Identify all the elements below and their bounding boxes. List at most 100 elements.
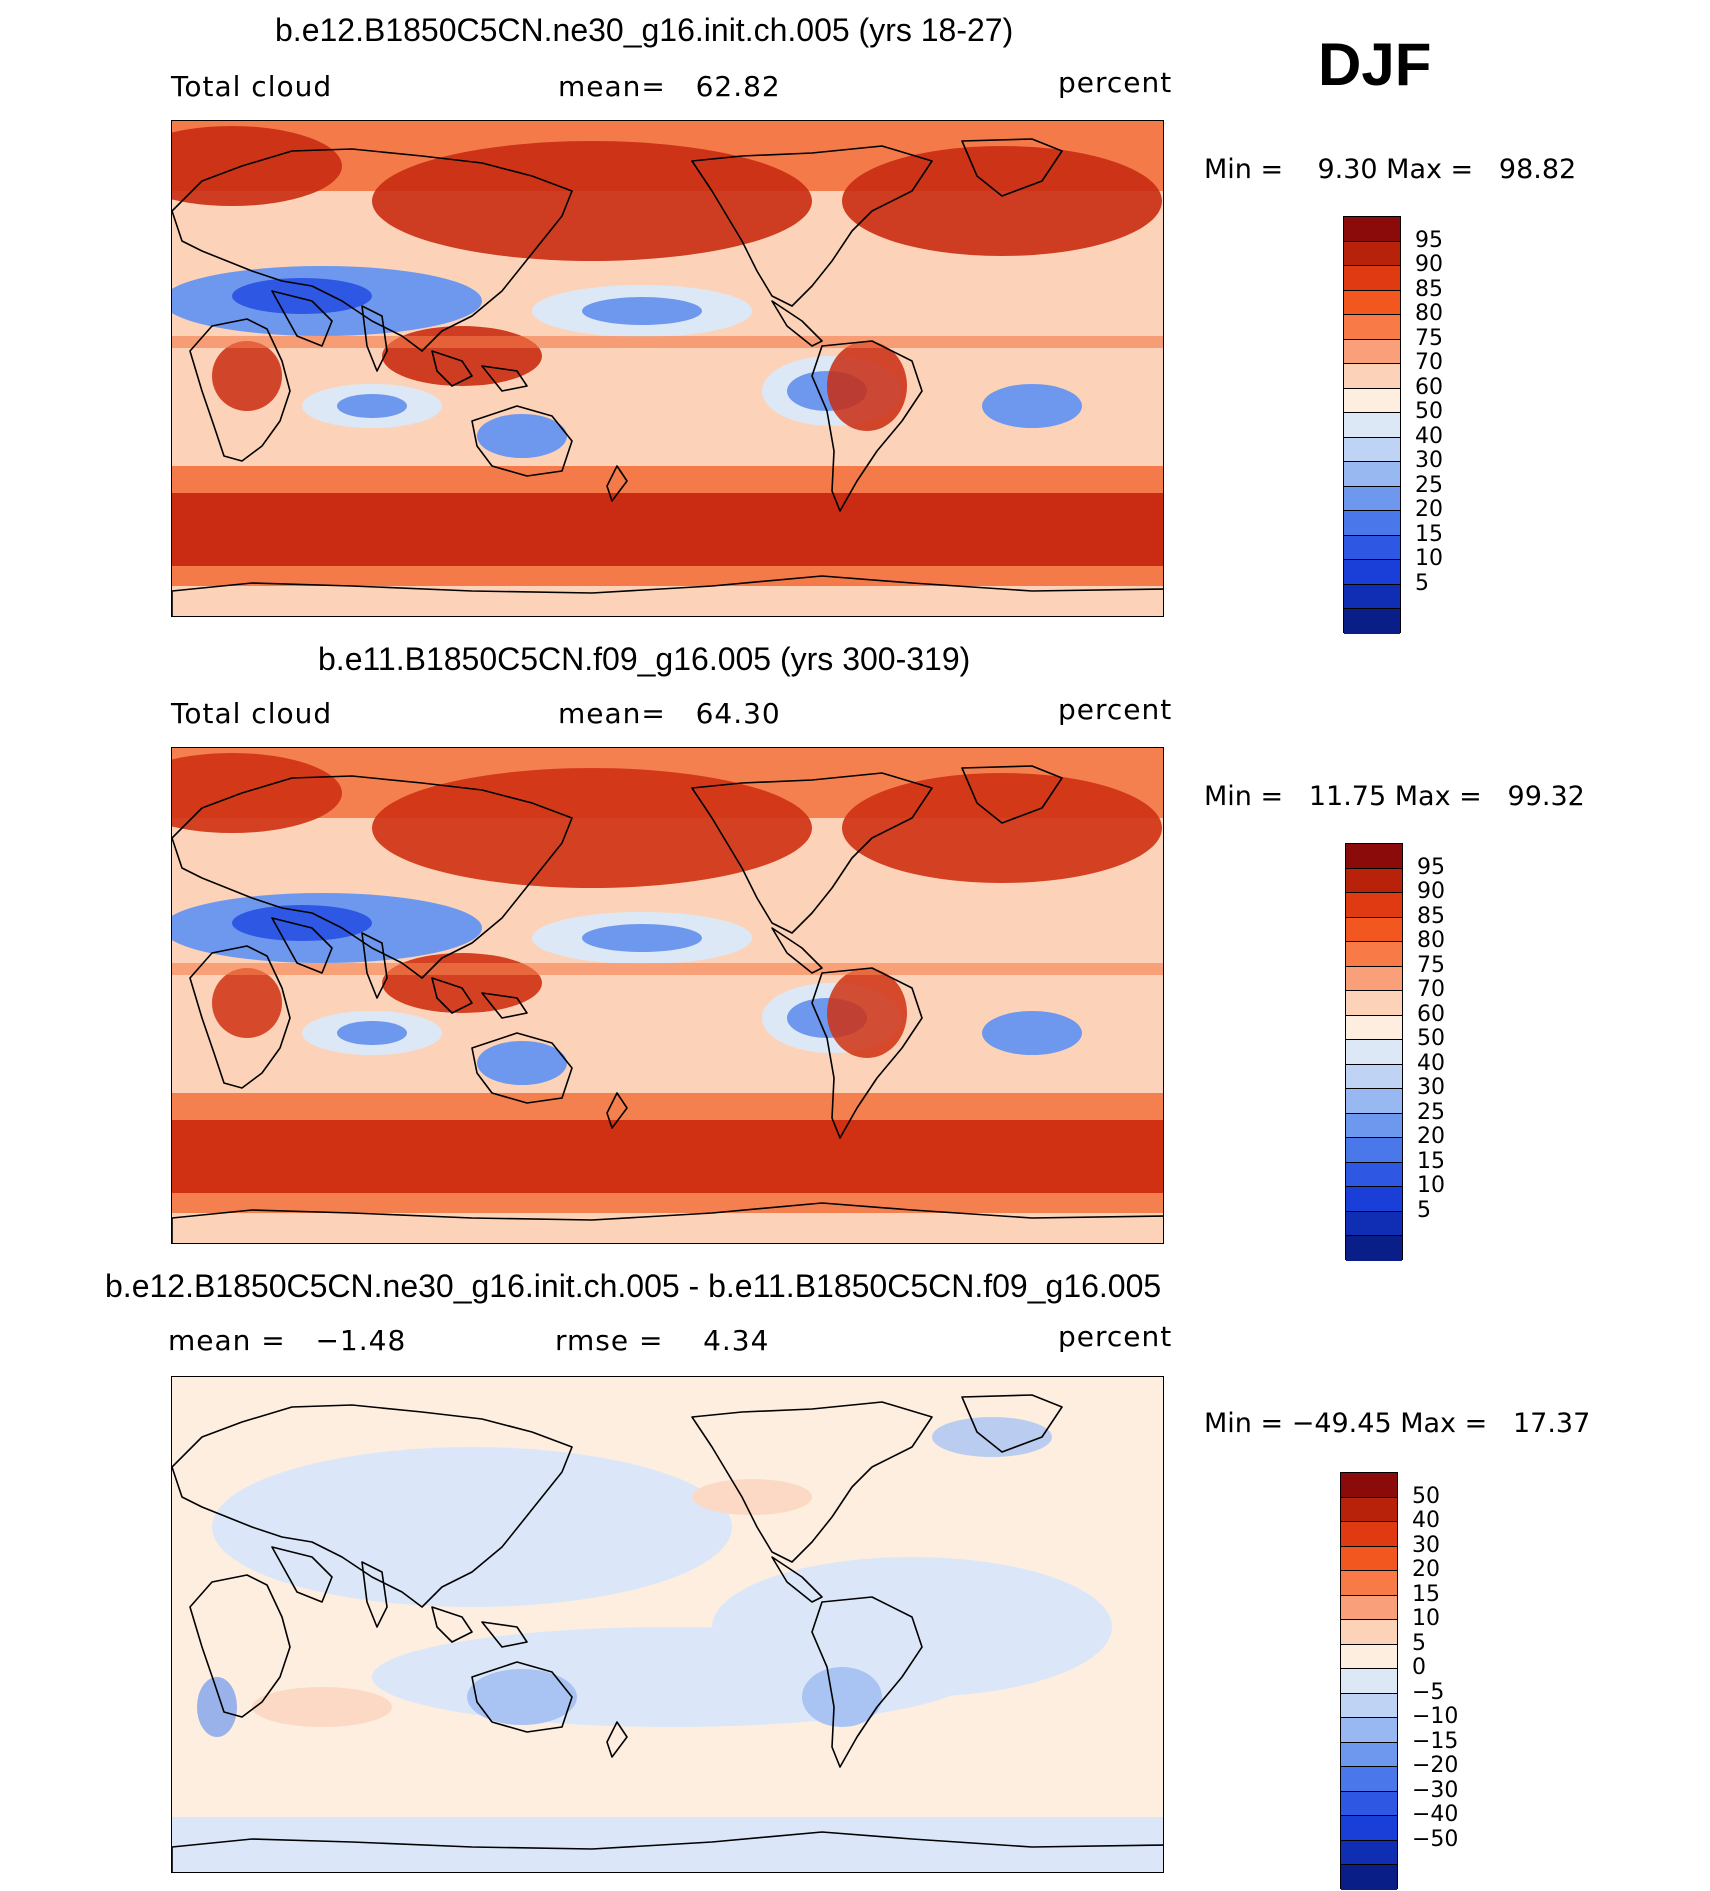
colorbar	[1340, 1472, 1398, 1890]
pacific-storm-track	[372, 768, 812, 888]
colorbar-label: −20	[1412, 1753, 1459, 1778]
central-africa-cloud	[212, 341, 282, 411]
coastline	[811, 1596, 923, 1768]
coastline	[189, 1574, 291, 1718]
panel-difference: b.e12.B1850C5CN.ne30_g16.init.ch.005 - b…	[0, 1254, 1710, 1890]
coastline	[189, 945, 291, 1089]
colorbar-swatch	[1346, 1064, 1402, 1089]
cloud-map	[172, 1377, 1163, 1872]
coastline	[771, 300, 823, 347]
colorbar-swatch	[1346, 1089, 1402, 1114]
amazon-cloud	[827, 968, 907, 1058]
cloud-map	[172, 121, 1163, 616]
atlantic-storm-track	[842, 773, 1162, 883]
colorbar-swatch	[1346, 868, 1402, 893]
coastline	[172, 775, 573, 979]
coastline	[811, 967, 923, 1139]
colorbar-label: 30	[1415, 448, 1443, 473]
colorbar-label: −15	[1412, 1728, 1459, 1754]
coastline	[961, 1394, 1063, 1453]
colorbar-swatch	[1344, 290, 1400, 315]
colorbar-label: 70	[1415, 350, 1443, 375]
variable-label: Total cloud	[171, 697, 333, 730]
colorbar-label: 20	[1412, 1557, 1440, 1582]
colorbar-label: 60	[1415, 374, 1443, 400]
colorbar-swatch	[1346, 1015, 1402, 1040]
europe-cloud	[172, 753, 342, 833]
coastline	[606, 1721, 628, 1758]
difference-south-america	[802, 1667, 882, 1727]
sahara-deep-clear	[232, 905, 372, 941]
colorbar-label: 25	[1415, 472, 1443, 498]
colorbar-swatch	[1344, 584, 1400, 609]
colorbar-label: 85	[1415, 276, 1443, 302]
colorbar-label: 5	[1412, 1630, 1426, 1656]
colorbar-label: 50	[1412, 1483, 1440, 1509]
colorbar-swatch	[1346, 1113, 1402, 1138]
coastline	[471, 1661, 573, 1733]
map-plot	[171, 1376, 1164, 1873]
colorbar-swatch	[1346, 1040, 1402, 1065]
colorbar-swatch	[1341, 1497, 1397, 1522]
colorbar-label: 75	[1417, 952, 1445, 978]
maritime-continent-cloud	[382, 326, 542, 386]
colorbar-label: −30	[1412, 1777, 1459, 1803]
colorbar-label: 15	[1417, 1148, 1445, 1174]
north-pacific-clear	[582, 924, 702, 952]
units-label: percent	[1058, 693, 1173, 726]
coastline	[172, 1404, 573, 1608]
difference-positive-region	[692, 1479, 812, 1515]
difference-negative-region	[372, 1627, 972, 1727]
variable-label: Total cloud	[171, 70, 333, 103]
colorbar-label: 5	[1417, 1197, 1431, 1223]
cloud-map	[172, 748, 1163, 1243]
maritime-continent-cloud	[382, 953, 542, 1013]
colorbar-swatch	[1344, 241, 1400, 266]
coastline	[271, 290, 388, 372]
coastline	[431, 350, 528, 392]
colorbar-swatch	[1341, 1620, 1397, 1645]
south-atlantic-clear	[982, 384, 1082, 428]
panel-model-a: b.e12.B1850C5CN.ne30_g16.init.ch.005 (yr…	[0, 0, 1710, 634]
colorbar-swatch	[1344, 315, 1400, 340]
min-max-label: Min = −49.45 Max = 17.37	[1204, 1408, 1591, 1439]
colorbar-label: 50	[1415, 399, 1443, 424]
indian-ocean-clear	[337, 1021, 407, 1045]
coastline	[691, 1401, 933, 1563]
colorbar-swatch	[1346, 917, 1402, 942]
panel-model-b: b.e11.B1850C5CN.f09_g16.005 (yrs 300-319…	[0, 627, 1710, 1261]
coastline	[471, 405, 573, 477]
colorbar-swatch	[1341, 1669, 1397, 1694]
colorbar-label: 25	[1417, 1099, 1445, 1125]
colorbar-swatch	[1341, 1840, 1397, 1865]
mean-label: mean= 64.30	[558, 697, 781, 730]
mean-label: mean= 62.82	[558, 70, 781, 103]
colorbar-swatch	[1346, 942, 1402, 967]
colorbar-label: 15	[1412, 1581, 1440, 1607]
southern-ocean-band	[172, 493, 1163, 568]
coastline	[172, 575, 1163, 616]
difference-positive-region	[252, 1687, 392, 1727]
colorbar-swatch	[1344, 266, 1400, 291]
colorbar-label: 85	[1417, 903, 1445, 929]
difference-australia	[467, 1669, 577, 1725]
colorbar-swatch	[1346, 1211, 1402, 1236]
panel-title: b.e12.B1850C5CN.ne30_g16.init.ch.005 (yr…	[275, 12, 1014, 48]
colorbar-label: 30	[1412, 1532, 1440, 1558]
colorbar-label: 0	[1412, 1655, 1426, 1680]
coastline	[691, 772, 933, 934]
colorbar-swatch	[1341, 1718, 1397, 1743]
colorbar-swatch	[1341, 1742, 1397, 1767]
units-label: percent	[1058, 1320, 1173, 1353]
panel-title: b.e12.B1850C5CN.ne30_g16.init.ch.005 - b…	[105, 1268, 1162, 1304]
coastline	[431, 1606, 528, 1648]
coastline	[172, 148, 573, 352]
southern-ocean-fringe	[172, 1193, 1163, 1213]
colorbar-label: 80	[1417, 928, 1445, 953]
colorbar-swatch	[1341, 1546, 1397, 1571]
colorbar-label: −50	[1412, 1826, 1459, 1852]
colorbar-swatch	[1344, 364, 1400, 389]
colorbar-label: 15	[1415, 521, 1443, 547]
colorbar-swatch	[1341, 1816, 1397, 1841]
europe-cloud	[172, 126, 342, 206]
